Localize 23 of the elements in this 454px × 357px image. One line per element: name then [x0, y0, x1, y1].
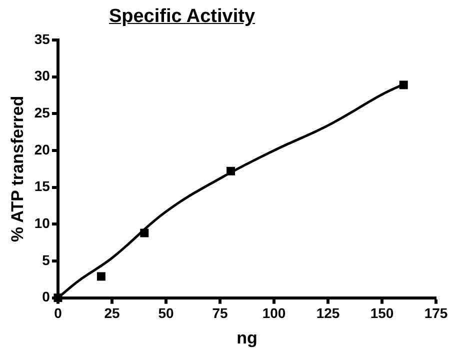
y-tick-label: 30	[34, 68, 50, 84]
point	[96, 272, 106, 281]
y-tick-label: 35	[34, 30, 50, 47]
x-tick-label: 125	[316, 305, 340, 322]
chart-title: Specific Activity	[108, 6, 256, 28]
point	[399, 80, 408, 90]
x-tick-label: 50	[158, 305, 174, 322]
x-tick-label: 100	[262, 305, 286, 322]
x-tick-label: 0	[54, 305, 62, 322]
x-tick-label: 75	[212, 305, 228, 322]
y-tick-label: 10	[34, 215, 50, 231]
y-tick-label: 15	[34, 178, 50, 194]
y-tick-label: 0	[42, 288, 50, 305]
x-tick-label: 150	[370, 305, 394, 322]
x-axis-title: ng	[236, 328, 258, 348]
y-tick-label: 5	[42, 252, 50, 268]
y-axis-title: % ATP transferred	[8, 96, 27, 242]
point	[226, 166, 236, 176]
y-tick-label: 25	[34, 104, 50, 121]
point	[140, 228, 149, 238]
x-tick-label: 175	[424, 305, 448, 322]
x-tick-label: 25	[104, 305, 120, 322]
y-tick-label: 20	[34, 141, 50, 158]
